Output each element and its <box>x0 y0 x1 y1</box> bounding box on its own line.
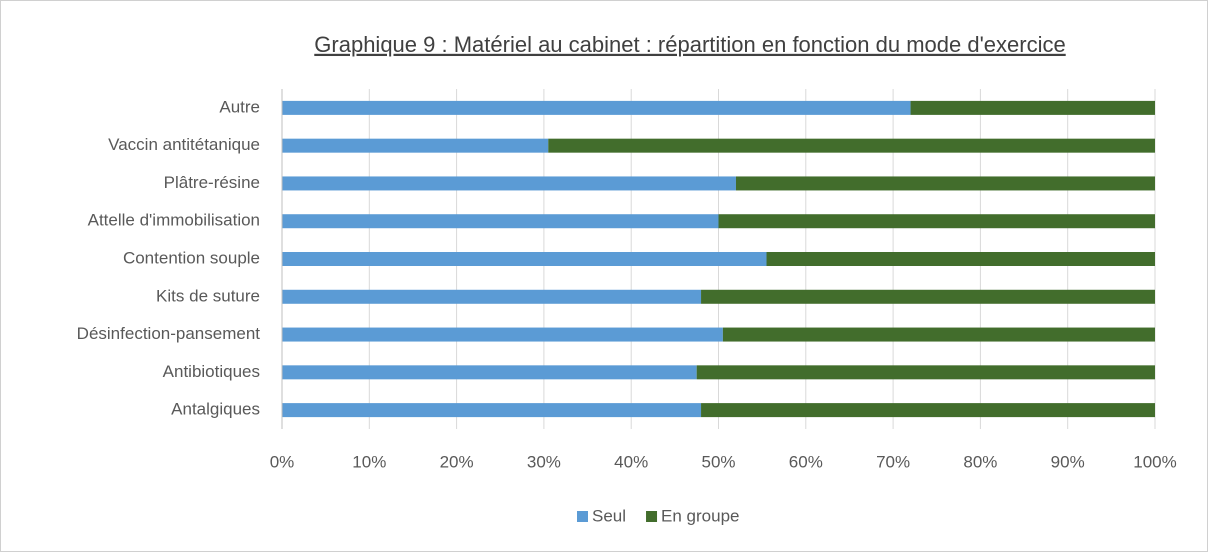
bar-segment <box>735 176 1155 191</box>
bar-segment <box>282 252 767 266</box>
x-tick-label: 70% <box>876 452 910 471</box>
legend-label: Seul <box>592 506 626 525</box>
legend-swatch <box>577 511 588 522</box>
x-tick-label: 80% <box>963 452 997 471</box>
y-tick-label: Contention souple <box>123 248 260 267</box>
bar-segment <box>766 252 1155 266</box>
bar-segment <box>548 138 1155 153</box>
legend-swatch <box>646 511 658 522</box>
bar-segment <box>701 289 1155 304</box>
x-tick-label: 60% <box>789 452 823 471</box>
y-tick-label: Antalgiques <box>171 400 260 419</box>
y-tick-label: Autre <box>219 97 260 116</box>
y-tick-label: Kits de suture <box>156 286 260 305</box>
legend-label: En groupe <box>661 506 739 525</box>
y-tick-label: Attelle d'immobilisation <box>88 211 260 230</box>
bar-segment <box>722 327 1155 342</box>
bar-segment <box>910 100 1155 115</box>
x-tick-label: 90% <box>1051 452 1085 471</box>
bar-segment <box>701 403 1155 418</box>
y-tick-label: Désinfection-pansement <box>77 324 261 343</box>
y-tick-label: Antibiotiques <box>163 362 260 381</box>
x-tick-label: 20% <box>440 452 474 471</box>
bar-segment <box>282 327 723 342</box>
y-tick-label: Plâtre-résine <box>164 173 260 192</box>
bar-segment <box>282 176 736 191</box>
bar-segment <box>282 214 719 229</box>
bar-segment <box>696 365 1155 380</box>
x-tick-label: 10% <box>352 452 386 471</box>
bar-segment <box>282 100 911 115</box>
bar-segment <box>282 289 702 304</box>
x-tick-label: 40% <box>614 452 648 471</box>
y-tick-label: Vaccin antitétanique <box>108 135 260 154</box>
bar-segment <box>718 214 1155 229</box>
bar-segment <box>282 365 697 380</box>
chart-title: Graphique 9 : Matériel au cabinet : répa… <box>314 32 1065 57</box>
bar-segment <box>282 403 702 418</box>
x-tick-label: 0% <box>270 452 295 471</box>
x-tick-label: 50% <box>701 452 735 471</box>
x-tick-label: 100% <box>1133 452 1176 471</box>
bar-segment <box>282 138 549 153</box>
x-tick-label: 30% <box>527 452 561 471</box>
